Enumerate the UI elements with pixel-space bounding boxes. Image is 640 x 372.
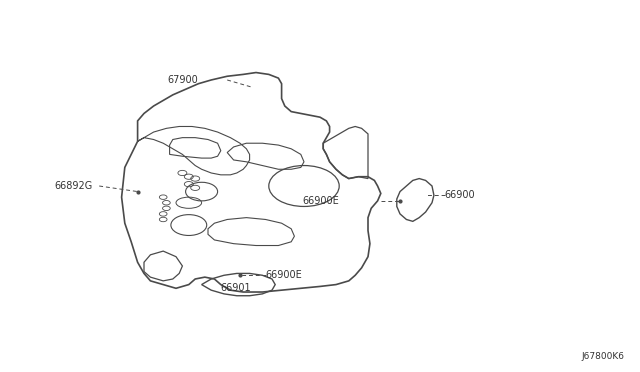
- Text: 66900E: 66900E: [303, 196, 339, 206]
- Text: 66900E: 66900E: [266, 270, 302, 280]
- Text: J67800K6: J67800K6: [581, 352, 624, 361]
- Text: 66900: 66900: [445, 190, 476, 200]
- Text: 66901: 66901: [221, 283, 252, 293]
- Text: 67900: 67900: [168, 75, 198, 85]
- Text: 66892G: 66892G: [54, 181, 93, 191]
